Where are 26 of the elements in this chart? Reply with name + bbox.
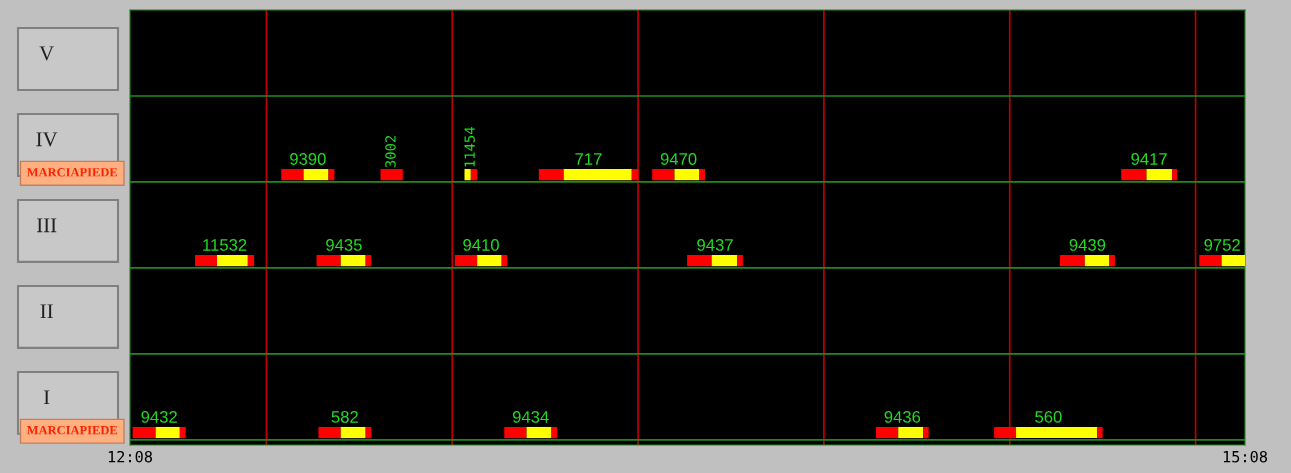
y-tick-label: III <box>37 218 57 233</box>
text: MARCIAPIEDE <box>26 425 118 435</box>
y-tick-label: II <box>40 304 53 319</box>
annotation: 9410 <box>463 239 499 251</box>
annotation: 9435 <box>326 239 362 251</box>
annotation: 3002 <box>385 135 396 168</box>
y-tick-label: V <box>39 46 54 61</box>
annotation: 9434 <box>512 410 549 423</box>
annotation: 11532 <box>203 239 247 251</box>
annotation: 560 <box>1035 410 1062 423</box>
annotation: 9432 <box>141 410 177 423</box>
annotation: 9417 <box>1131 153 1167 165</box>
annotation: 9439 <box>1069 239 1106 251</box>
annotation: 717 <box>575 153 602 165</box>
annotation: 9470 <box>660 153 697 165</box>
annotation: 9437 <box>697 239 733 251</box>
annotation: 9390 <box>290 153 326 165</box>
x-tick-label: 12:08 <box>108 450 153 463</box>
annotation: 11454 <box>464 127 475 167</box>
x-tick-label: 15:08 <box>1223 450 1268 463</box>
annotation: 9436 <box>884 410 921 423</box>
annotation: 582 <box>331 410 358 423</box>
y-tick-label: I <box>43 390 50 405</box>
text: MARCIAPIEDE <box>26 168 118 177</box>
annotation: 9752 <box>1204 239 1240 251</box>
y-tick-label: IV <box>36 132 58 147</box>
